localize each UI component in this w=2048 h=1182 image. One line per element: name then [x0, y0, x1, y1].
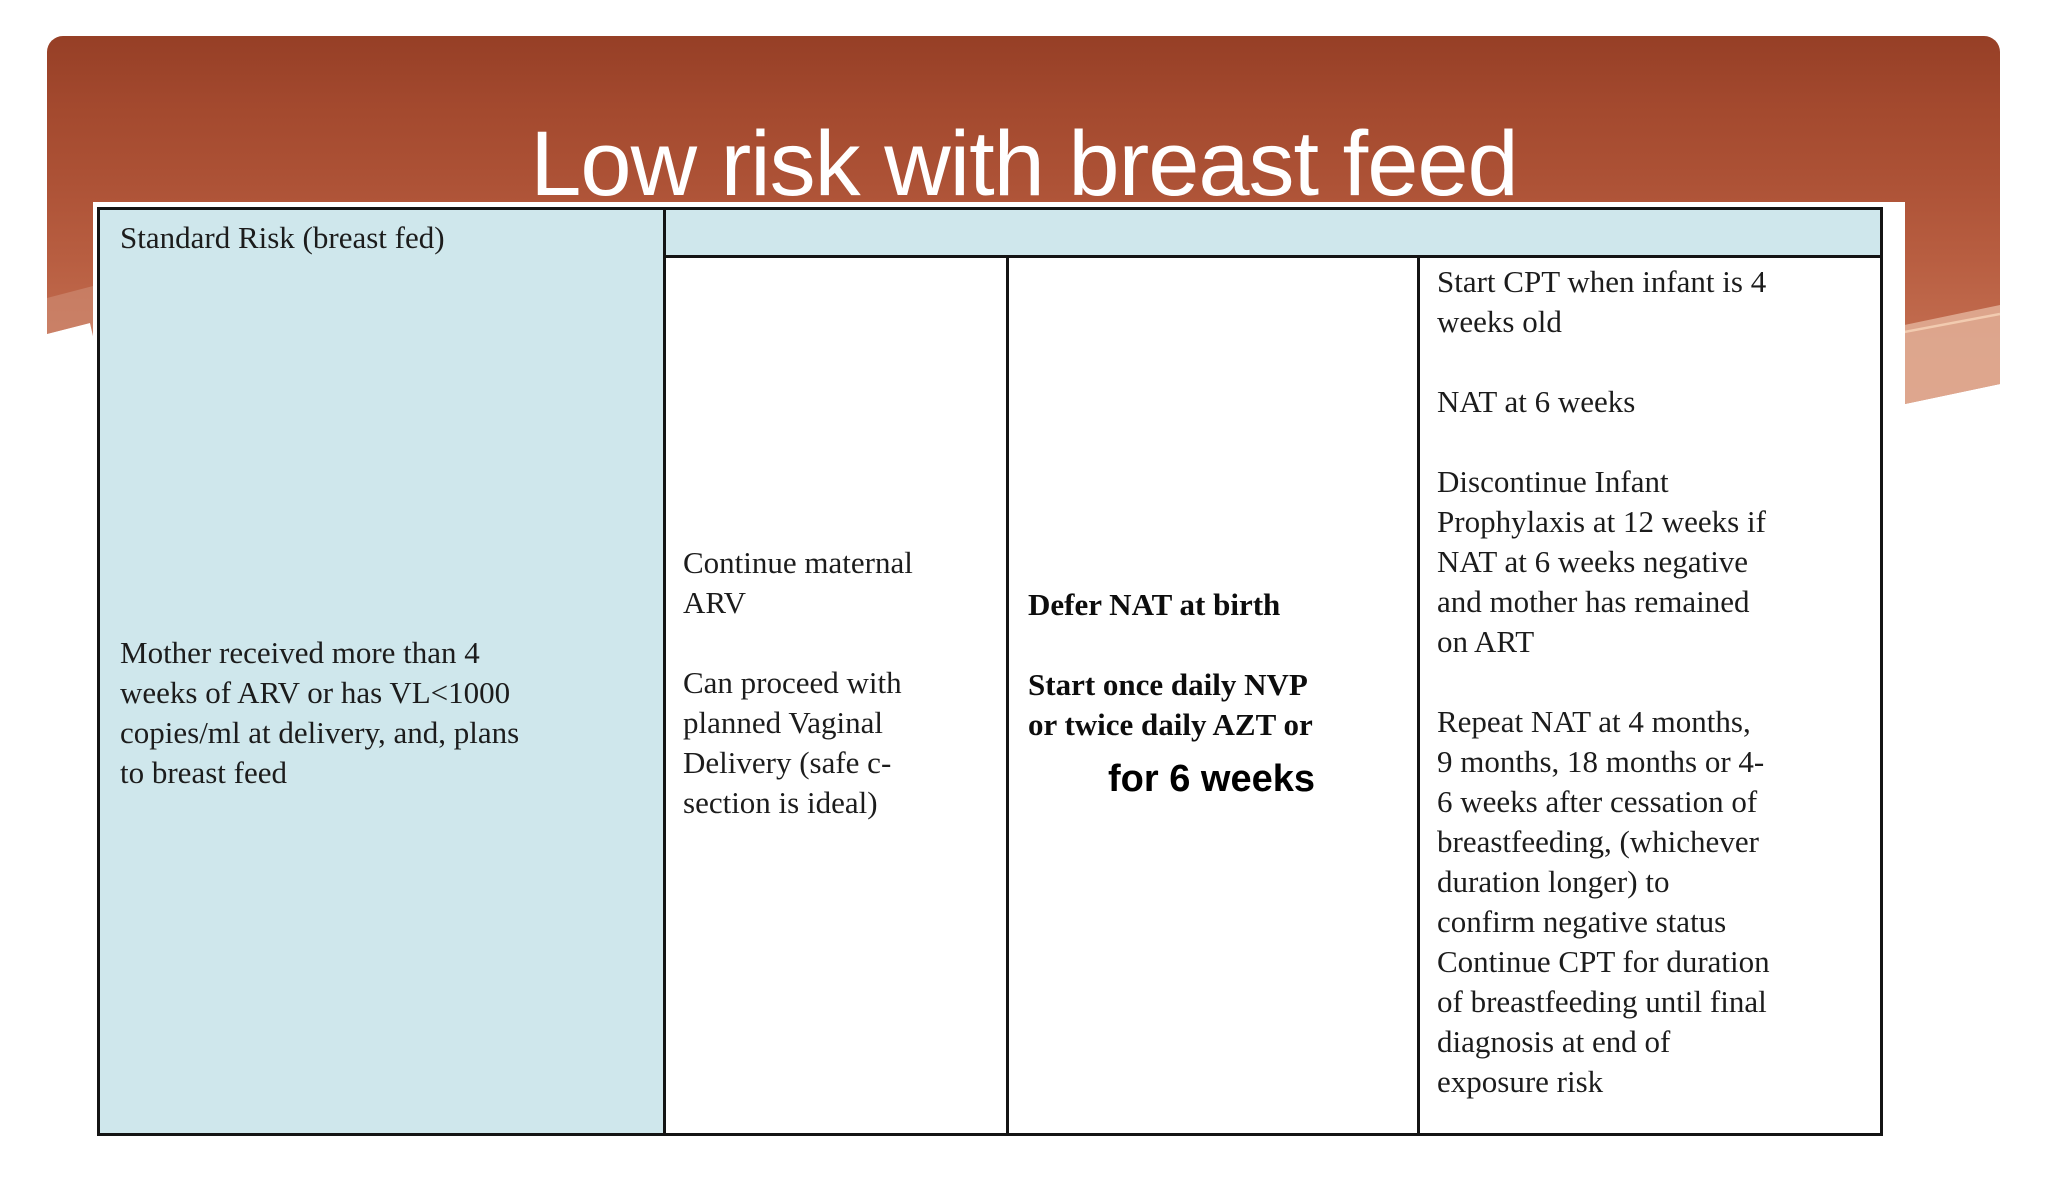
row-label: Standard Risk (breast fed) [120, 220, 445, 255]
condition-text: Mother received more than 4 weeks of ARV… [120, 635, 520, 790]
slide-title: Low risk with breast feed [530, 113, 1518, 215]
cell-standard-risk [100, 210, 666, 1133]
table-image: Standard Risk (breast fed) Mother receiv… [93, 202, 1905, 1142]
table-header-band [666, 210, 1880, 258]
column-divider [1006, 258, 1009, 1133]
infant-prophylaxis-text: Defer NAT at birth Start once daily NVP … [1028, 587, 1313, 742]
risk-table: Standard Risk (breast fed) Mother receiv… [97, 207, 1883, 1136]
column-divider [1417, 258, 1420, 1133]
maternal-management-text: Continue maternal ARV Can proceed with p… [683, 545, 913, 820]
infant-testing-text: Start CPT when infant is 4 weeks old NAT… [1437, 264, 1770, 1099]
duration-note: for 6 weeks [1108, 758, 1315, 800]
